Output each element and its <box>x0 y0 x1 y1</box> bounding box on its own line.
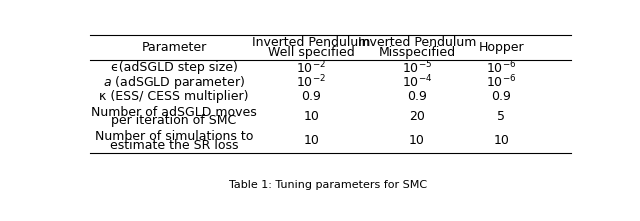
Text: $10^{-4}$: $10^{-4}$ <box>402 74 432 90</box>
Text: $10^{-2}$: $10^{-2}$ <box>296 59 326 76</box>
Text: $a$ (adSGLD parameter): $a$ (adSGLD parameter) <box>103 74 245 91</box>
Text: 10: 10 <box>409 134 425 147</box>
Text: 5: 5 <box>497 110 505 123</box>
Text: $10^{-6}$: $10^{-6}$ <box>486 59 516 76</box>
Text: 20: 20 <box>409 110 425 123</box>
Text: 10: 10 <box>303 134 319 147</box>
Text: per iteration of SMC: per iteration of SMC <box>111 114 237 127</box>
Text: Number of simulations to: Number of simulations to <box>95 130 253 143</box>
Text: $10^{-5}$: $10^{-5}$ <box>402 59 432 76</box>
Text: 0.9: 0.9 <box>301 90 321 103</box>
Text: Inverted Pendulum: Inverted Pendulum <box>358 36 476 49</box>
Text: Inverted Pendulum: Inverted Pendulum <box>252 36 371 49</box>
Text: Misspecified: Misspecified <box>378 46 456 59</box>
Text: Well specified: Well specified <box>268 46 355 59</box>
Text: estimate the SR loss: estimate the SR loss <box>110 139 238 152</box>
Text: ϵ(adSGLD step size): ϵ(adSGLD step size) <box>111 61 237 74</box>
Text: 10: 10 <box>303 110 319 123</box>
Text: Table 1: Tuning parameters for SMC: Table 1: Tuning parameters for SMC <box>229 180 427 190</box>
Text: 0.9: 0.9 <box>407 90 427 103</box>
Text: 0.9: 0.9 <box>492 90 511 103</box>
Text: $10^{-6}$: $10^{-6}$ <box>486 74 516 90</box>
Text: $10^{-2}$: $10^{-2}$ <box>296 74 326 90</box>
Text: Parameter: Parameter <box>141 41 207 54</box>
Text: 10: 10 <box>493 134 509 147</box>
Text: Number of adSGLD moves: Number of adSGLD moves <box>92 106 257 119</box>
Text: κ (ESS/ CESS multiplier): κ (ESS/ CESS multiplier) <box>99 90 249 103</box>
Text: Hopper: Hopper <box>479 41 524 54</box>
